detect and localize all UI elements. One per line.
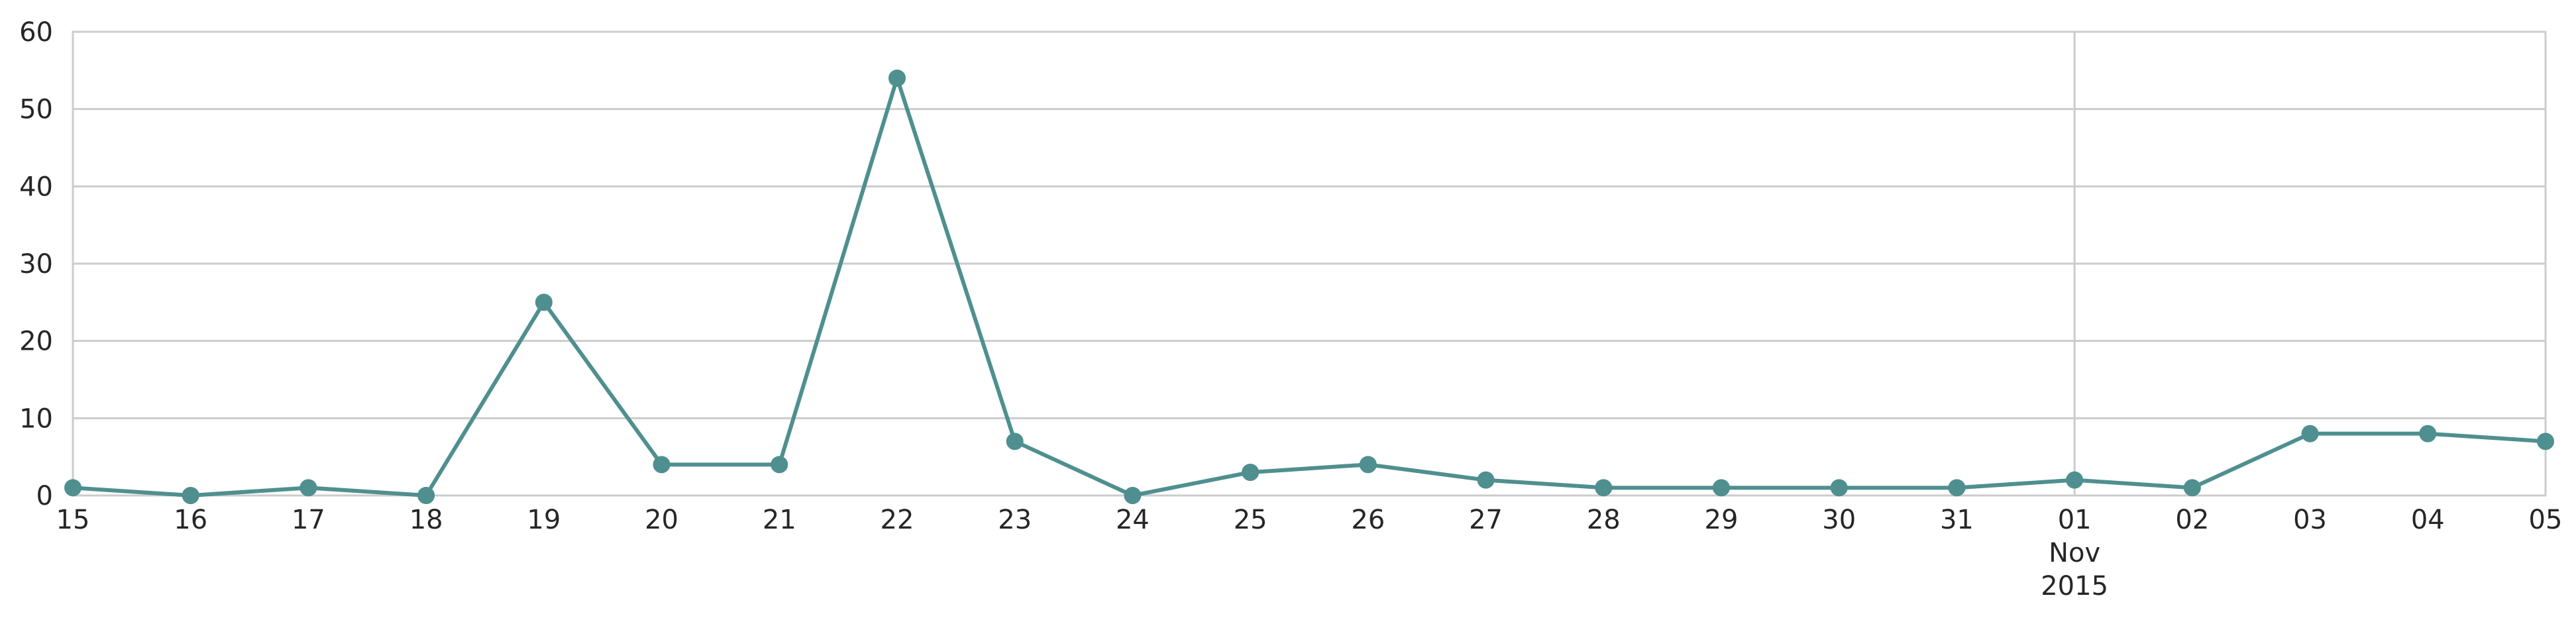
data-point xyxy=(2066,471,2084,489)
grid-layer xyxy=(73,30,2546,497)
series-line xyxy=(71,76,2548,497)
data-point xyxy=(64,479,81,497)
x-tick-label: 25 xyxy=(1234,505,1267,535)
x-tick-label: 21 xyxy=(763,505,796,535)
x-tick-label: 19 xyxy=(527,505,561,535)
x-axis-ticks: 15 16 17 18 19 20 21 22 23 24 25 26 27 28 29 30 31 01 Nov 2… xyxy=(56,505,2563,601)
y-tick-label: 30 xyxy=(19,249,53,280)
x-tick-label: 03 xyxy=(2293,505,2327,535)
x-tick-label: 31 xyxy=(1940,505,1974,535)
x-tick-label: 24 xyxy=(1116,505,1150,535)
x-tick-label: 18 xyxy=(409,505,443,535)
data-point xyxy=(1713,479,1730,497)
x-tick-label: 02 xyxy=(2175,505,2209,535)
x-tick-label: 16 xyxy=(174,505,207,535)
y-axis-ticks: 0 10 20 30 40 50 60 xyxy=(19,17,53,511)
x-tick-label: 28 xyxy=(1587,505,1621,535)
x-tick-label: 01 Nov 2015 xyxy=(2041,505,2108,601)
y-tick-label: 10 xyxy=(19,403,53,434)
data-point xyxy=(2419,425,2437,442)
data-point xyxy=(1477,471,1495,489)
x-tick-label: 15 xyxy=(56,505,90,535)
data-point xyxy=(2183,479,2201,497)
x-tick-label: 27 xyxy=(1469,505,1503,535)
data-point xyxy=(1006,433,1024,450)
x-tick-label: 04 xyxy=(2411,505,2445,535)
x-tick-label: 17 xyxy=(292,505,325,535)
plot-frame xyxy=(72,30,2547,497)
data-point xyxy=(1359,456,1377,474)
data-point xyxy=(2301,425,2319,442)
x-tick-label: 20 xyxy=(645,505,678,535)
x-tick-label: 30 xyxy=(1822,505,1856,535)
data-point xyxy=(1830,479,1848,497)
data-point xyxy=(1124,487,1142,504)
series-layer xyxy=(64,70,2554,504)
data-point xyxy=(417,487,435,504)
x-tick-label: 29 xyxy=(1705,505,1739,535)
data-point xyxy=(888,70,906,87)
data-point xyxy=(1242,464,1260,481)
data-point xyxy=(535,293,553,311)
y-tick-label: 50 xyxy=(19,95,53,125)
data-point xyxy=(653,456,671,474)
data-point xyxy=(2537,433,2554,450)
x-tick-label: 05 xyxy=(2529,505,2563,535)
y-tick-label: 0 xyxy=(36,481,53,511)
y-tick-label: 60 xyxy=(19,17,53,48)
y-tick-label: 40 xyxy=(19,172,53,202)
x-tick-label: 22 xyxy=(881,505,914,535)
data-point xyxy=(1595,479,1613,497)
x-tick-label: 26 xyxy=(1351,505,1385,535)
data-point xyxy=(182,487,199,504)
x-tick-label: 23 xyxy=(998,505,1032,535)
data-point xyxy=(1948,479,1966,497)
y-tick-label: 20 xyxy=(19,327,53,357)
data-point xyxy=(299,479,317,497)
data-point xyxy=(771,456,788,474)
